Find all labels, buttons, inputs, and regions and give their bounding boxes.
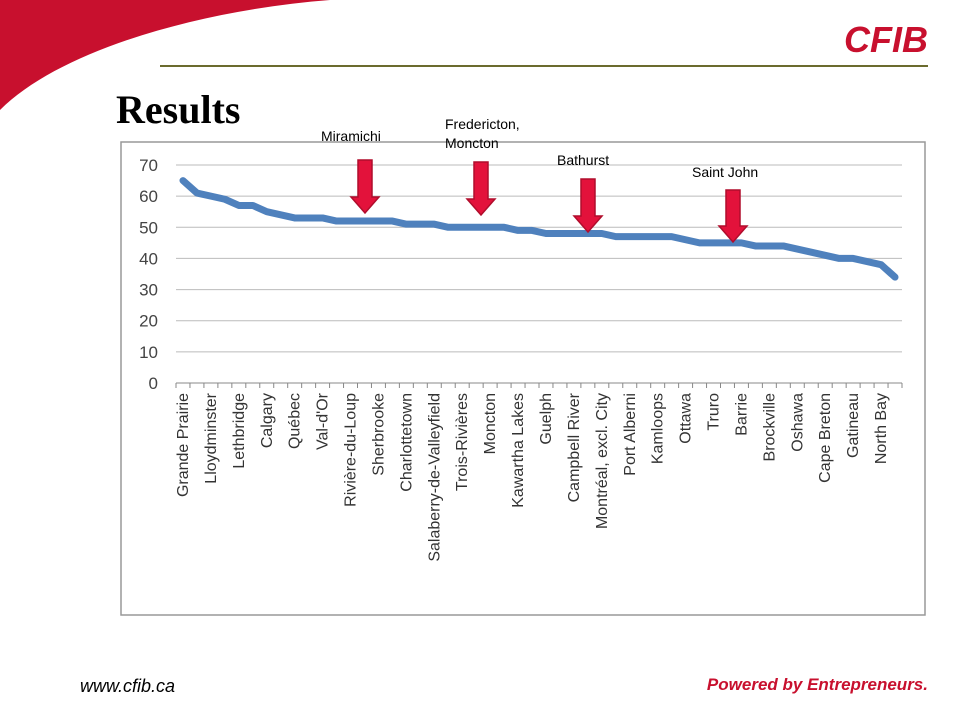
y-tick-label: 40 (139, 249, 158, 268)
annotation: Saint John (692, 164, 759, 180)
x-tick-label: Grande Prairie (175, 393, 192, 497)
arrow (717, 189, 749, 244)
x-tick-label: Port Alberni (622, 393, 639, 476)
arrow (349, 159, 381, 215)
x-tick-label: North Bay (873, 393, 890, 464)
y-tick-label: 50 (139, 218, 158, 237)
logo: CFIB (844, 19, 928, 60)
arrow (465, 161, 497, 217)
annotation: Miramichi (321, 128, 381, 144)
y-tick-label: 30 (139, 281, 158, 300)
x-tick-label: Sherbrooke (370, 393, 387, 476)
y-tick-label: 10 (139, 343, 158, 362)
y-tick-label: 70 (139, 156, 158, 175)
data-line (179, 177, 899, 281)
y-tick-label: 0 (149, 374, 158, 393)
x-tick-label: Lloydminster (203, 392, 220, 483)
x-tick-label: Kawartha Lakes (510, 393, 527, 508)
x-tick-label: Montréal, excl. City (594, 393, 611, 529)
y-tick-label: 60 (139, 187, 158, 206)
x-tick-label: Rivière-du-Loup (343, 393, 360, 507)
x-tick-label: Ottawa (678, 393, 695, 444)
annotation: Fredericton, Moncton (445, 116, 520, 151)
x-tick-label: Charlottetown (398, 393, 415, 492)
x-tick-label: Trois-Rivières (454, 393, 471, 491)
footer-url: www.cfib.ca (80, 676, 175, 696)
x-tick-label: Val-d'Or (315, 392, 332, 450)
x-tick-label: Gatineau (845, 393, 862, 458)
x-tick-label: Truro (706, 393, 723, 431)
y-tick-label: 20 (139, 312, 158, 331)
x-tick-label: Québec (287, 393, 304, 449)
x-tick-label: Oshawa (789, 393, 806, 452)
x-tick-label: Calgary (259, 393, 276, 448)
x-tick-label: Salaberry-de-Valleyfield (426, 393, 443, 562)
x-tick-label: Cape Breton (817, 393, 834, 483)
x-tick-label: Campbell River (566, 392, 583, 502)
x-tick-label: Moncton (482, 393, 499, 454)
x-tick-label: Lethbridge (231, 393, 248, 469)
x-tick-label: Kamloops (650, 393, 667, 464)
chart-frame (120, 141, 926, 616)
swoosh (0, 0, 330, 110)
arrow (572, 178, 604, 234)
annotation: Bathurst (557, 152, 610, 168)
x-tick-label: Barrie (733, 393, 750, 436)
x-tick-label: Guelph (538, 393, 555, 445)
footer-tagline: Powered by Entrepreneurs. (707, 675, 928, 694)
x-tick-label: Brockville (761, 393, 778, 462)
slide-title: Results (116, 87, 240, 132)
